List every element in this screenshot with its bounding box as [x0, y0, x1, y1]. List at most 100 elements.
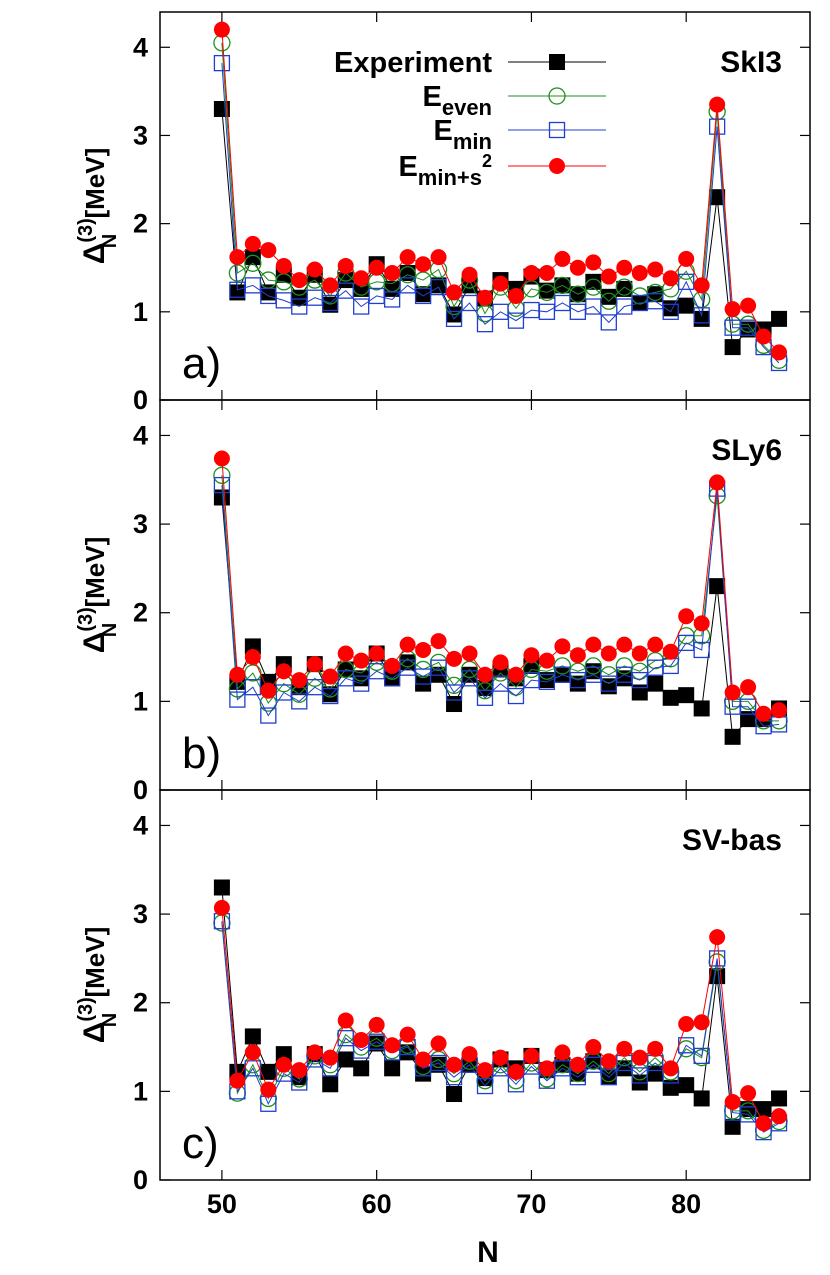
data-point-mins2	[275, 1056, 292, 1073]
data-point-mins2	[538, 1060, 555, 1077]
data-point-mins2	[213, 21, 230, 38]
data-point-mins2	[678, 250, 695, 267]
data-point-mins2	[353, 1031, 370, 1048]
data-point-min	[476, 316, 494, 333]
data-point-mins2	[229, 249, 246, 266]
data-point-even	[569, 285, 587, 303]
data-point-mins2	[507, 666, 524, 683]
data-point-mins2	[647, 636, 664, 653]
data-point-mins2	[507, 287, 524, 304]
y-axis-label-unit: [MeV]	[80, 537, 110, 615]
series-min	[213, 476, 788, 735]
data-point-mins2	[492, 275, 509, 292]
data-point-min	[461, 670, 478, 687]
data-point-mins2	[631, 1049, 648, 1066]
data-point-min	[739, 698, 757, 715]
x-axis-label: N	[477, 1236, 499, 1269]
series-mins2	[213, 450, 788, 722]
y-axis-label-subscript: N	[99, 234, 121, 248]
data-point-mins2	[631, 645, 648, 662]
y-tick-label: 2	[133, 598, 148, 628]
data-point-min	[414, 287, 432, 305]
data-point-mins2	[616, 259, 633, 276]
legend-label: Eeven	[423, 81, 493, 120]
data-point-min	[353, 298, 370, 315]
data-point-min	[600, 314, 617, 331]
data-point-exp	[600, 288, 617, 305]
series-line-min	[221, 485, 780, 727]
y-tick-label: 3	[133, 899, 148, 929]
data-point-mins2	[291, 672, 308, 689]
data-point-exp	[724, 728, 741, 745]
data-point-mins2	[569, 1056, 586, 1073]
y-tick-label: 0	[133, 385, 148, 415]
data-point-exp	[771, 1090, 788, 1107]
data-point-exp	[446, 1086, 463, 1103]
data-point-min	[693, 1047, 710, 1065]
y-tick-label: 2	[133, 988, 148, 1018]
data-point-mins2	[337, 645, 354, 662]
data-point-min	[445, 310, 463, 328]
data-point-min	[507, 687, 525, 705]
data-point-mins2	[244, 649, 261, 666]
data-point-mins2	[384, 1037, 401, 1054]
data-point-exp	[724, 339, 741, 356]
data-point-even	[538, 283, 556, 302]
y-axis-label-unit: [MeV]	[80, 148, 110, 226]
x-tick-label: 60	[362, 1189, 392, 1219]
y-axis-label-symbol: Δ	[78, 243, 111, 265]
y-tick-label: 0	[133, 1165, 148, 1195]
data-point-exp	[244, 1028, 261, 1045]
data-point-mins2	[260, 242, 277, 259]
y-axis-label: Δ(3) N [MeV]	[75, 537, 121, 653]
data-point-mins2	[755, 705, 772, 722]
data-point-exp	[322, 686, 339, 703]
legend-marker	[549, 158, 565, 174]
data-point-mins2	[631, 265, 648, 282]
data-point-mins2	[647, 1040, 664, 1057]
data-point-mins2	[554, 638, 571, 655]
data-point-mins2	[384, 265, 401, 282]
data-point-min	[739, 319, 757, 336]
x-tick-label: 50	[207, 1189, 237, 1219]
data-point-min	[538, 303, 556, 320]
data-point-min	[337, 282, 354, 299]
y-tick-label: 1	[133, 686, 148, 716]
legend-label-subscript: even	[442, 95, 492, 120]
data-point-mins2	[275, 663, 292, 680]
y-axis-label: Δ(3) N [MeV]	[75, 148, 121, 264]
data-point-mins2	[244, 235, 261, 252]
data-point-mins2	[399, 636, 416, 653]
data-point-min	[306, 679, 323, 696]
data-point-mins2	[585, 636, 602, 653]
panel-tag: b)	[182, 729, 221, 778]
data-point-mins2	[600, 268, 617, 285]
data-point-mins2	[693, 615, 710, 632]
data-point-exp	[260, 1063, 277, 1080]
data-point-mins2	[492, 654, 509, 671]
data-point-min	[739, 1106, 757, 1123]
data-point-mins2	[260, 682, 277, 699]
y-axis-label-symbol: Δ	[78, 632, 111, 654]
data-point-exp	[662, 1079, 679, 1096]
data-point-mins2	[353, 652, 370, 669]
x-tick-label: 70	[516, 1189, 546, 1219]
legend-entry-even: Eeven	[423, 81, 606, 120]
data-point-exp	[693, 1090, 710, 1107]
y-tick-label: 1	[133, 297, 148, 327]
data-point-exp	[538, 282, 555, 299]
data-point-mins2	[384, 657, 401, 674]
y-axis-label-superscript: (3)	[75, 607, 97, 631]
data-point-mins2	[415, 1051, 432, 1068]
data-point-exp	[678, 1077, 695, 1094]
legend-label-subscript: min	[453, 129, 492, 154]
data-point-min	[244, 679, 262, 696]
data-point-even	[553, 276, 572, 295]
data-point-min	[693, 307, 710, 324]
data-point-exp	[415, 1065, 432, 1082]
data-point-min	[275, 684, 292, 701]
data-point-exp	[709, 189, 726, 206]
data-point-min	[662, 303, 679, 320]
data-point-min	[507, 312, 525, 329]
